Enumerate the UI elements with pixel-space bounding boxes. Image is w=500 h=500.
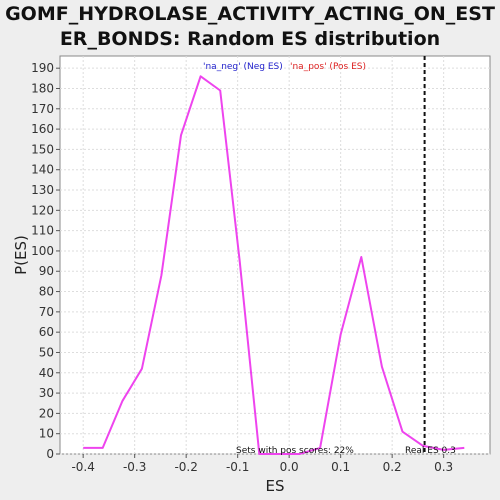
legend-neg-label: 'na_neg' (Neg ES) <box>203 62 283 72</box>
y-tick-label: 100 <box>31 244 54 258</box>
x-tick-label: -0.2 <box>174 460 197 474</box>
legend-pos-label: 'na_pos' (Pos ES) <box>290 62 366 72</box>
x-tick-label: 0.2 <box>383 460 402 474</box>
real-es-annotation: Real ES 0.3 <box>405 446 456 456</box>
y-tick-label: 40 <box>39 366 54 380</box>
y-tick-label: 140 <box>31 163 54 177</box>
x-tick-label: -0.4 <box>71 460 94 474</box>
y-tick-label: 0 <box>46 447 54 461</box>
y-tick-label: 150 <box>31 142 54 156</box>
x-tick-label: -0.3 <box>123 460 146 474</box>
y-tick-label: 10 <box>39 427 54 441</box>
chart-title: GOMF_HYDROLASE_ACTIVITY_ACTING_ON_EST ER… <box>0 2 500 52</box>
y-tick-label: 60 <box>39 325 54 339</box>
y-tick-label: 130 <box>31 183 54 197</box>
y-tick-label: 20 <box>39 406 54 420</box>
y-tick-label: 90 <box>39 264 54 278</box>
x-tick-label: 0.3 <box>434 460 453 474</box>
chart-title-line-2: ER_BONDS: Random ES distribution <box>59 28 441 50</box>
y-axis-ticks: 0 10 20 30 40 50 60 70 80 90 100 110 120 130 140 150 160… <box>31 61 60 461</box>
series-line-es <box>83 75 465 455</box>
y-tick-label: 50 <box>39 345 54 359</box>
x-tick-label: 0.0 <box>280 460 299 474</box>
chart-title-line-1: GOMF_HYDROLASE_ACTIVITY_ACTING_ON_EST <box>5 3 495 25</box>
x-tick-label: -0.1 <box>226 460 249 474</box>
y-tick-label: 70 <box>39 305 54 319</box>
y-tick-label: 190 <box>31 61 54 75</box>
pos-scores-annotation: Sets with pos scores: 22% <box>236 446 354 456</box>
y-tick-label: 160 <box>31 122 54 136</box>
y-tick-label: 80 <box>39 285 54 299</box>
y-tick-label: 170 <box>31 102 54 116</box>
y-tick-label: 30 <box>39 386 54 400</box>
x-axis-label: ES <box>266 477 285 495</box>
x-tick-label: 0.1 <box>331 460 350 474</box>
y-tick-label: 120 <box>31 203 54 217</box>
y-tick-label: 180 <box>31 81 54 95</box>
y-tick-label: 110 <box>31 224 54 238</box>
x-axis-ticks: -0.4 -0.3 -0.2 -0.1 0.0 0.1 0.2 0.3 <box>71 454 453 474</box>
y-axis-label: P(ES) <box>12 235 30 275</box>
plot-area <box>59 55 491 455</box>
